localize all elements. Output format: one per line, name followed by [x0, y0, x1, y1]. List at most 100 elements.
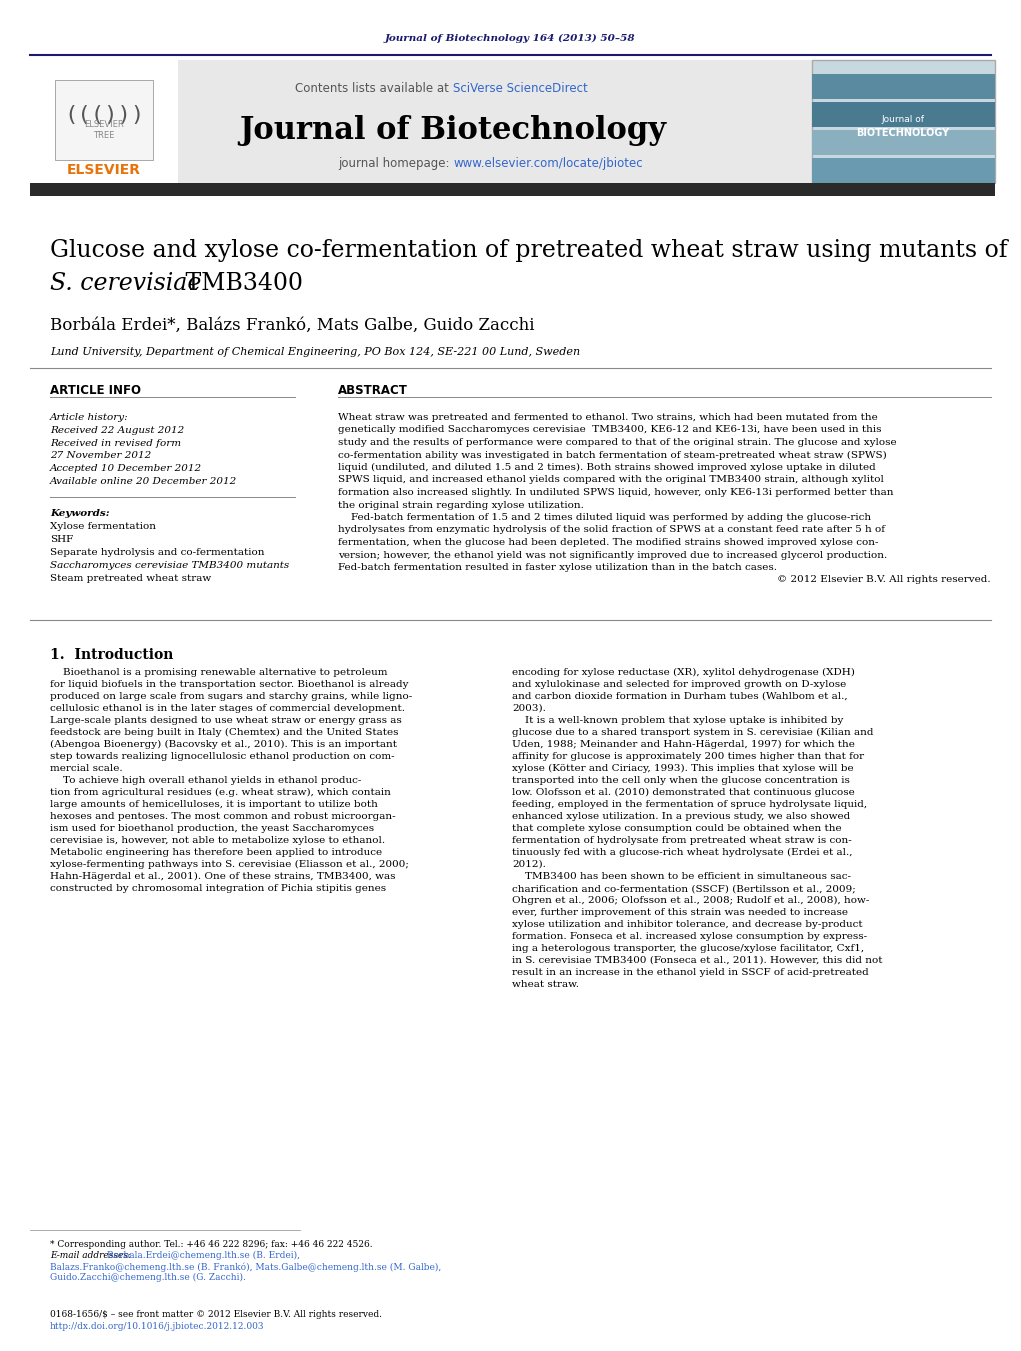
- Text: formation also increased slightly. In undiluted SPWS liquid, however, only KE6-1: formation also increased slightly. In un…: [338, 488, 893, 497]
- Text: 27 November 2012: 27 November 2012: [50, 451, 151, 459]
- Text: ELSEVIER: ELSEVIER: [67, 163, 141, 177]
- Text: formation. Fonseca et al. increased xylose consumption by express-: formation. Fonseca et al. increased xylo…: [512, 932, 867, 942]
- Text: Xylose fermentation: Xylose fermentation: [50, 521, 156, 531]
- Text: Journal of: Journal of: [881, 115, 924, 124]
- Text: xylose-fermenting pathways into S. cerevisiae (Eliasson et al., 2000;: xylose-fermenting pathways into S. cerev…: [50, 861, 408, 869]
- Text: glucose due to a shared transport system in S. cerevisiae (Kilian and: glucose due to a shared transport system…: [512, 728, 874, 738]
- Text: co-fermentation ability was investigated in batch fermentation of steam-pretreat: co-fermentation ability was investigated…: [338, 450, 887, 459]
- Text: Article history:: Article history:: [50, 413, 129, 422]
- Text: It is a well-known problem that xylose uptake is inhibited by: It is a well-known problem that xylose u…: [512, 716, 843, 725]
- Text: ELSEVIER
TREE: ELSEVIER TREE: [84, 120, 124, 139]
- Bar: [812, 101, 995, 127]
- Text: Borbála Erdei*, Balázs Frankó, Mats Galbe, Guido Zacchi: Borbála Erdei*, Balázs Frankó, Mats Galb…: [50, 316, 535, 334]
- Bar: [812, 130, 995, 155]
- Text: Available online 20 December 2012: Available online 20 December 2012: [50, 477, 237, 486]
- Text: large amounts of hemicelluloses, it is important to utilize both: large amounts of hemicelluloses, it is i…: [50, 800, 378, 809]
- Text: 0168-1656/$ – see front matter © 2012 Elsevier B.V. All rights reserved.: 0168-1656/$ – see front matter © 2012 El…: [50, 1310, 382, 1319]
- Text: cerevisiae is, however, not able to metabolize xylose to ethanol.: cerevisiae is, however, not able to meta…: [50, 836, 385, 844]
- Text: To achieve high overall ethanol yields in ethanol produc-: To achieve high overall ethanol yields i…: [50, 775, 361, 785]
- Text: that complete xylose consumption could be obtained when the: that complete xylose consumption could b…: [512, 824, 841, 834]
- Text: Received 22 August 2012: Received 22 August 2012: [50, 426, 184, 435]
- Text: BIOTECHNOLOGY: BIOTECHNOLOGY: [857, 128, 950, 138]
- Text: http://dx.doi.org/10.1016/j.jbiotec.2012.12.003: http://dx.doi.org/10.1016/j.jbiotec.2012…: [50, 1323, 264, 1331]
- Text: cellulosic ethanol is in the later stages of commercial development.: cellulosic ethanol is in the later stage…: [50, 704, 405, 713]
- Text: Fed-batch fermentation of 1.5 and 2 times diluted liquid was performed by adding: Fed-batch fermentation of 1.5 and 2 time…: [338, 513, 871, 521]
- Text: Journal of Biotechnology: Journal of Biotechnology: [240, 115, 667, 146]
- Text: Contents lists available at: Contents lists available at: [295, 81, 453, 95]
- Text: Hahn-Hägerdal et al., 2001). One of these strains, TMB3400, was: Hahn-Hägerdal et al., 2001). One of thes…: [50, 871, 395, 881]
- Text: constructed by chromosomal integration of Pichia stipitis genes: constructed by chromosomal integration o…: [50, 884, 386, 893]
- Text: transported into the cell only when the glucose concentration is: transported into the cell only when the …: [512, 775, 849, 785]
- Text: Bioethanol is a promising renewable alternative to petroleum: Bioethanol is a promising renewable alte…: [50, 667, 388, 677]
- Text: ((())): ((())): [64, 105, 144, 126]
- Text: E-mail addresses:: E-mail addresses:: [50, 1251, 134, 1260]
- Text: © 2012 Elsevier B.V. All rights reserved.: © 2012 Elsevier B.V. All rights reserved…: [777, 576, 991, 585]
- Text: Balazs.Franko@chemeng.lth.se (B. Frankó), Mats.Galbe@chemeng.lth.se (M. Galbe),: Balazs.Franko@chemeng.lth.se (B. Frankó)…: [50, 1262, 441, 1271]
- Text: Separate hydrolysis and co-fermentation: Separate hydrolysis and co-fermentation: [50, 549, 264, 557]
- Bar: [55, 80, 153, 159]
- Text: 2012).: 2012).: [512, 861, 546, 869]
- Bar: [812, 59, 995, 182]
- Text: Keywords:: Keywords:: [50, 509, 109, 517]
- Text: TMB3400 has been shown to be efficient in simultaneous sac-: TMB3400 has been shown to be efficient i…: [512, 871, 850, 881]
- Text: ARTICLE INFO: ARTICLE INFO: [50, 384, 141, 396]
- Text: 1.  Introduction: 1. Introduction: [50, 648, 174, 662]
- Text: ABSTRACT: ABSTRACT: [338, 384, 407, 396]
- Text: genetically modified Saccharomyces cerevisiae  TMB3400, KE6-12 and KE6-13i, have: genetically modified Saccharomyces cerev…: [338, 426, 881, 435]
- Text: Wheat straw was pretreated and fermented to ethanol. Two strains, which had been: Wheat straw was pretreated and fermented…: [338, 413, 878, 422]
- Text: SHF: SHF: [50, 535, 74, 544]
- Text: S. cerevisiae: S. cerevisiae: [50, 272, 201, 295]
- Text: (Abengoa Bioenergy) (Bacovsky et al., 2010). This is an important: (Abengoa Bioenergy) (Bacovsky et al., 20…: [50, 740, 397, 748]
- Text: SPWS liquid, and increased ethanol yields compared with the original TMB3400 str: SPWS liquid, and increased ethanol yield…: [338, 476, 884, 485]
- Text: feedstock are being built in Italy (Chemtex) and the United States: feedstock are being built in Italy (Chem…: [50, 728, 398, 738]
- Text: fermentation, when the glucose had been depleted. The modified strains showed im: fermentation, when the glucose had been …: [338, 538, 878, 547]
- Text: Journal of Biotechnology 164 (2013) 50–58: Journal of Biotechnology 164 (2013) 50–5…: [385, 34, 635, 43]
- Text: Ohgren et al., 2006; Olofsson et al., 2008; Rudolf et al., 2008), how-: Ohgren et al., 2006; Olofsson et al., 20…: [512, 896, 869, 905]
- Text: Saccharomyces cerevisiae TMB3400 mutants: Saccharomyces cerevisiae TMB3400 mutants: [50, 561, 289, 570]
- Text: in S. cerevisiae TMB3400 (Fonseca et al., 2011). However, this did not: in S. cerevisiae TMB3400 (Fonseca et al.…: [512, 957, 882, 965]
- Text: wheat straw.: wheat straw.: [512, 979, 579, 989]
- Text: mercial scale.: mercial scale.: [50, 765, 123, 773]
- Text: liquid (undiluted, and diluted 1.5 and 2 times). Both strains showed improved xy: liquid (undiluted, and diluted 1.5 and 2…: [338, 463, 876, 471]
- Text: tinuously fed with a glucose-rich wheat hydrolysate (Erdei et al.,: tinuously fed with a glucose-rich wheat …: [512, 848, 853, 857]
- Text: charification and co-fermentation (SSCF) (Bertilsson et al., 2009;: charification and co-fermentation (SSCF)…: [512, 884, 856, 893]
- Text: Lund University, Department of Chemical Engineering, PO Box 124, SE-221 00 Lund,: Lund University, Department of Chemical …: [50, 347, 580, 357]
- Text: step towards realizing lignocellulosic ethanol production on com-: step towards realizing lignocellulosic e…: [50, 753, 395, 761]
- Bar: [812, 74, 995, 99]
- Text: the original strain regarding xylose utilization.: the original strain regarding xylose uti…: [338, 500, 584, 509]
- Text: Borbala.Erdei@chemeng.lth.se (B. Erdei),: Borbala.Erdei@chemeng.lth.se (B. Erdei),: [107, 1251, 300, 1260]
- Text: ever, further improvement of this strain was needed to increase: ever, further improvement of this strain…: [512, 908, 848, 917]
- Text: feeding, employed in the fermentation of spruce hydrolysate liquid,: feeding, employed in the fermentation of…: [512, 800, 867, 809]
- Text: produced on large scale from sugars and starchy grains, while ligno-: produced on large scale from sugars and …: [50, 692, 412, 701]
- Bar: [30, 59, 995, 182]
- Text: Uden, 1988; Meinander and Hahn-Hägerdal, 1997) for which the: Uden, 1988; Meinander and Hahn-Hägerdal,…: [512, 740, 855, 748]
- Text: Steam pretreated wheat straw: Steam pretreated wheat straw: [50, 574, 211, 584]
- Text: low. Olofsson et al. (2010) demonstrated that continuous glucose: low. Olofsson et al. (2010) demonstrated…: [512, 788, 855, 797]
- Text: enhanced xylose utilization. In a previous study, we also showed: enhanced xylose utilization. In a previo…: [512, 812, 850, 821]
- Text: Large-scale plants designed to use wheat straw or energy grass as: Large-scale plants designed to use wheat…: [50, 716, 401, 725]
- Text: Accepted 10 December 2012: Accepted 10 December 2012: [50, 463, 202, 473]
- Text: fermentation of hydrolysate from pretreated wheat straw is con-: fermentation of hydrolysate from pretrea…: [512, 836, 852, 844]
- Text: version; however, the ethanol yield was not significantly improved due to increa: version; however, the ethanol yield was …: [338, 550, 887, 559]
- Text: Guido.Zacchi@chemeng.lth.se (G. Zacchi).: Guido.Zacchi@chemeng.lth.se (G. Zacchi).: [50, 1273, 246, 1282]
- Text: hydrolysates from enzymatic hydrolysis of the solid fraction of SPWS at a consta: hydrolysates from enzymatic hydrolysis o…: [338, 526, 885, 535]
- Text: Glucose and xylose co-fermentation of pretreated wheat straw using mutants of: Glucose and xylose co-fermentation of pr…: [50, 239, 1008, 262]
- Text: and carbon dioxide formation in Durham tubes (Wahlbom et al.,: and carbon dioxide formation in Durham t…: [512, 692, 847, 701]
- Bar: [812, 158, 995, 182]
- Text: SciVerse ScienceDirect: SciVerse ScienceDirect: [453, 81, 588, 95]
- Text: * Corresponding author. Tel.: +46 46 222 8296; fax: +46 46 222 4526.: * Corresponding author. Tel.: +46 46 222…: [50, 1240, 373, 1250]
- Text: TMB3400: TMB3400: [178, 272, 303, 295]
- Text: 2003).: 2003).: [512, 704, 546, 713]
- Text: tion from agricultural residues (e.g. wheat straw), which contain: tion from agricultural residues (e.g. wh…: [50, 788, 391, 797]
- Text: for liquid biofuels in the transportation sector. Bioethanol is already: for liquid biofuels in the transportatio…: [50, 680, 408, 689]
- Text: study and the results of performance were compared to that of the original strai: study and the results of performance wer…: [338, 438, 896, 447]
- Text: Fed-batch fermentation resulted in faster xylose utilization than in the batch c: Fed-batch fermentation resulted in faste…: [338, 563, 777, 571]
- Text: Received in revised form: Received in revised form: [50, 439, 181, 449]
- Text: result in an increase in the ethanol yield in SSCF of acid-pretreated: result in an increase in the ethanol yie…: [512, 969, 869, 977]
- Text: www.elsevier.com/locate/jbiotec: www.elsevier.com/locate/jbiotec: [453, 157, 642, 169]
- Text: affinity for glucose is approximately 200 times higher than that for: affinity for glucose is approximately 20…: [512, 753, 864, 761]
- Bar: [30, 59, 178, 182]
- Text: hexoses and pentoses. The most common and robust microorgan-: hexoses and pentoses. The most common an…: [50, 812, 395, 821]
- Text: xylose (Kötter and Ciriacy, 1993). This implies that xylose will be: xylose (Kötter and Ciriacy, 1993). This …: [512, 765, 854, 773]
- Text: Metabolic engineering has therefore been applied to introduce: Metabolic engineering has therefore been…: [50, 848, 382, 857]
